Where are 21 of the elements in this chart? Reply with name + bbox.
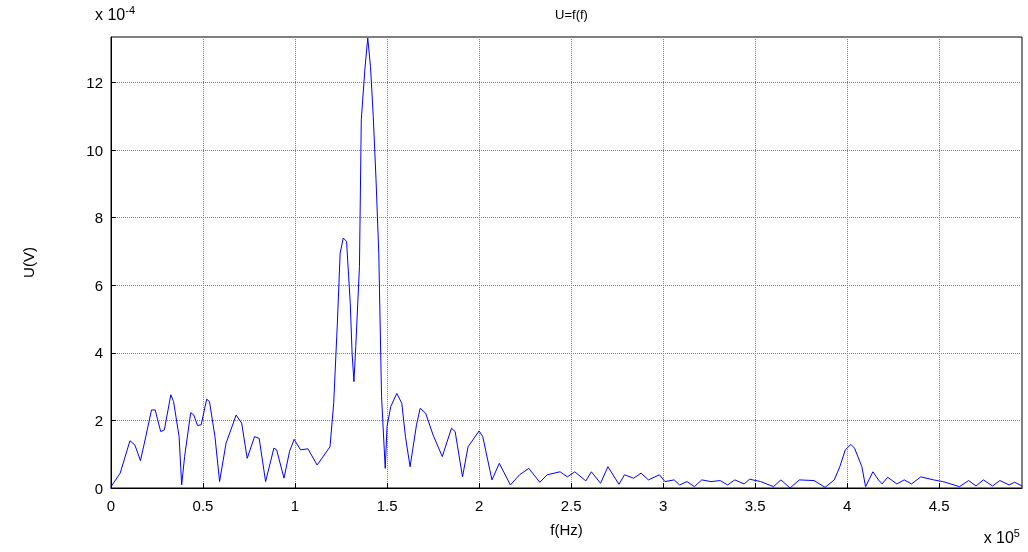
y-axis-title: U(V) — [20, 247, 37, 278]
x-tick-label: 1 — [290, 497, 300, 514]
x-tick-label: 3.5 — [744, 497, 766, 514]
y-tick-label: 12 — [86, 74, 103, 92]
x-tick-label: 2.5 — [560, 497, 582, 514]
x-tick-label: 0.5 — [192, 497, 214, 514]
y-tick-label: 4 — [94, 344, 103, 362]
x-tick-label: 0 — [106, 497, 116, 514]
x-tick-label: 3 — [658, 497, 668, 514]
x-tick-label: 1.5 — [376, 497, 398, 514]
x-tick-label: 4 — [842, 497, 852, 514]
y-tick-label: 0 — [94, 479, 103, 497]
chart-title: U=f(f) — [555, 7, 588, 22]
line-series — [110, 37, 1023, 489]
y-tick-label: 6 — [94, 276, 103, 294]
y-tick-label: 2 — [94, 411, 103, 429]
x-axis-title: f(Hz) — [550, 521, 583, 538]
y-tick-label: 8 — [94, 209, 103, 227]
x-tick-label: 2 — [474, 497, 484, 514]
x-tick-label: 4.5 — [928, 497, 950, 514]
y-tick-label: 10 — [86, 141, 103, 159]
